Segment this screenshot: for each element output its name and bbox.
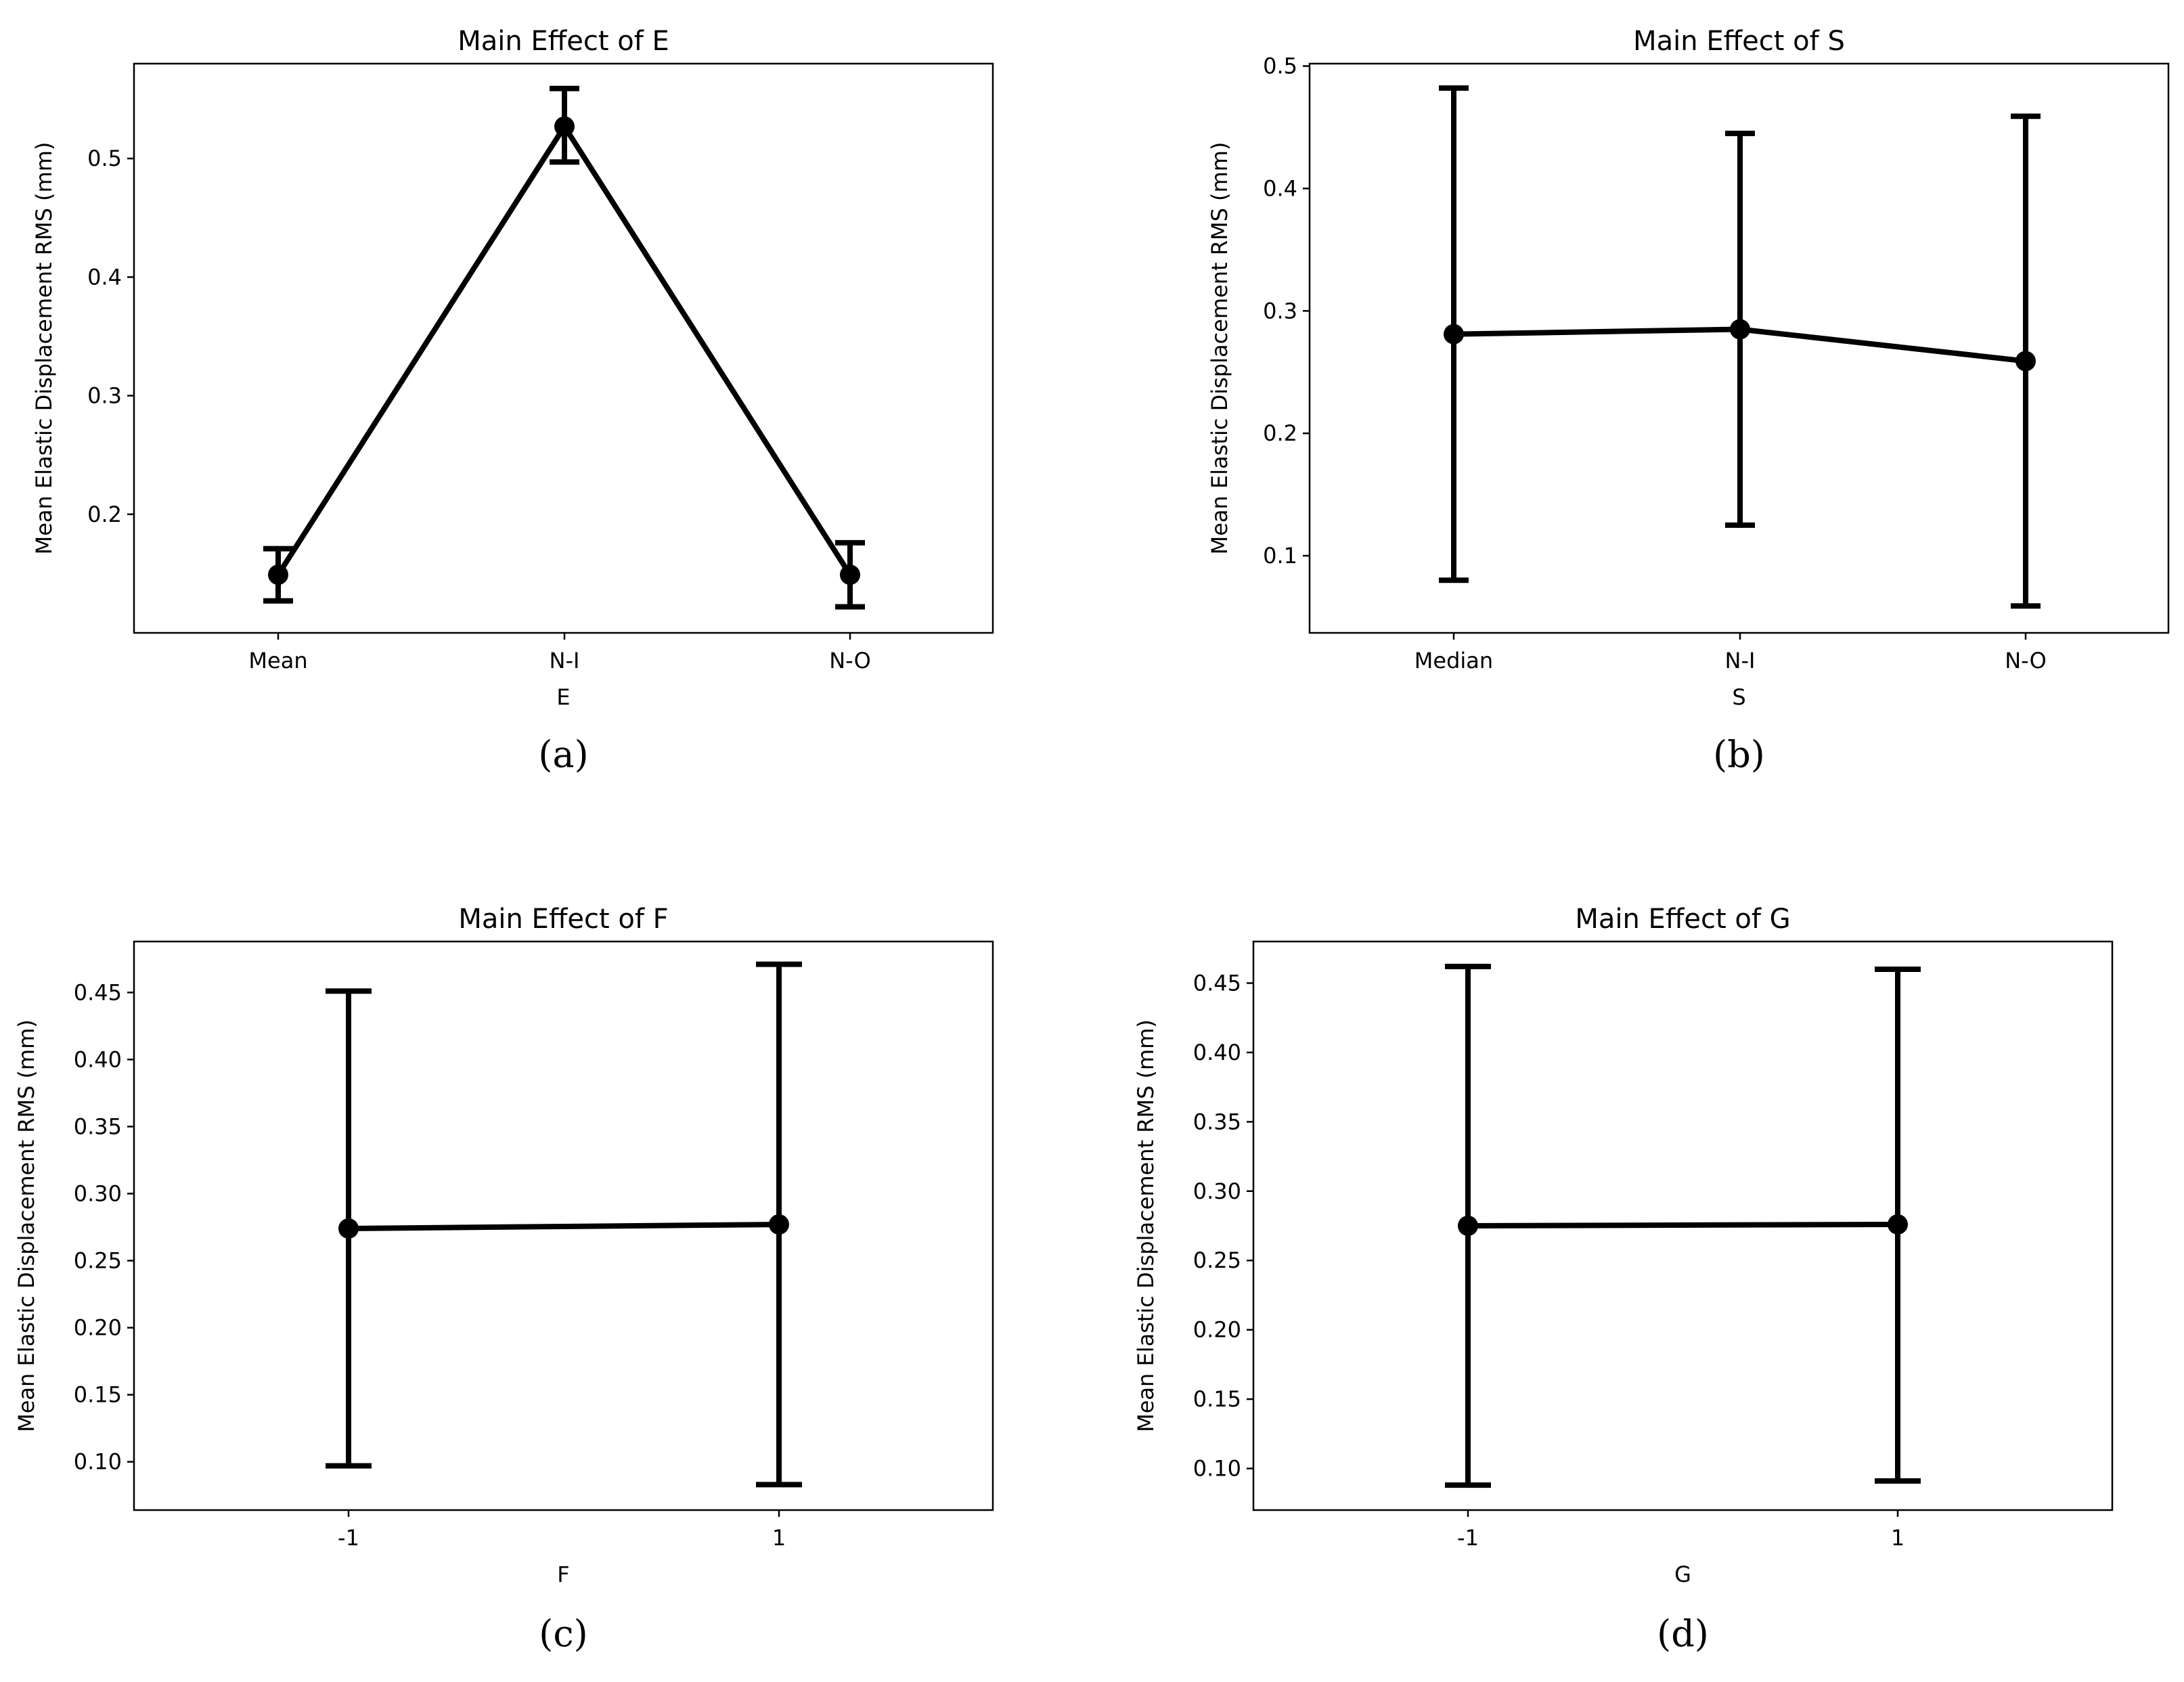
- axes-frame: [133, 62, 994, 634]
- chart-title: Main Effect of G: [1575, 904, 1790, 935]
- axes-frame: [1308, 62, 2170, 634]
- y-tick-label: 0.5: [1263, 53, 1297, 79]
- y-tick-label: 0.15: [1193, 1386, 1241, 1412]
- y-tick-label: 0.35: [74, 1113, 122, 1139]
- y-tick-label: 0.25: [1193, 1247, 1241, 1273]
- subplot-2: 0.1 0.2 0.3 0.4 0.5 Median N-I N-O Main Effect o…: [1207, 26, 2170, 776]
- chart-title: Main Effect of S: [1633, 26, 1845, 57]
- subplot-caption: (b): [1713, 733, 1765, 776]
- data-point: [1888, 1214, 1908, 1235]
- y-tick-label: 0.40: [74, 1046, 122, 1072]
- data-point: [1458, 1216, 1478, 1236]
- x-axis-label: S: [1732, 684, 1745, 710]
- y-tick-label: 0.20: [74, 1315, 122, 1341]
- subplot-3: 0.10 0.15 0.20 0.25 0.30 0.35 0.40 0.45 -1 1 Main …: [14, 904, 994, 1655]
- data-point: [769, 1214, 789, 1235]
- data-point: [1444, 324, 1464, 345]
- y-tick-label: 0.4: [1263, 175, 1297, 201]
- data-point: [338, 1218, 359, 1239]
- y-tick-label: 0.2: [87, 502, 122, 527]
- x-tick-label: N-I: [550, 648, 580, 673]
- data-point: [1730, 319, 1750, 340]
- x-tick-label: N-O: [2005, 648, 2047, 673]
- x-tick-label: N-O: [829, 648, 871, 673]
- x-tick-label: 1: [1891, 1525, 1904, 1551]
- series-line: [348, 1222, 780, 1231]
- y-tick-label: 0.45: [74, 979, 122, 1005]
- y-tick-label: 0.40: [1193, 1040, 1241, 1065]
- data-point: [554, 116, 575, 137]
- y-axis-label: Mean Elastic Displacement RMS (mm): [14, 1019, 39, 1432]
- y-tick-label: 0.4: [87, 264, 122, 290]
- x-tick-label: -1: [338, 1525, 359, 1551]
- subplot-caption: (d): [1657, 1612, 1709, 1655]
- data-point: [840, 565, 860, 585]
- x-axis-label: G: [1674, 1562, 1691, 1587]
- x-tick-label: 1: [772, 1525, 786, 1551]
- axes-frame: [133, 940, 994, 1511]
- y-axis-label: Mean Elastic Displacement RMS (mm): [1207, 142, 1232, 555]
- y-tick-label: 0.20: [1193, 1317, 1241, 1343]
- chart-title: Main Effect of E: [458, 26, 669, 57]
- data-point: [2015, 351, 2036, 372]
- x-axis-label: F: [557, 1562, 569, 1587]
- y-tick-label: 0.2: [1263, 420, 1297, 446]
- x-axis-label: E: [556, 684, 570, 710]
- x-tick-label: Mean: [248, 648, 307, 673]
- y-tick-label: 0.5: [87, 146, 122, 171]
- axes-frame: [1252, 940, 2114, 1511]
- data-point: [268, 565, 288, 585]
- subplot-1: 0.2 0.3 0.4 0.5 Mean N-I N-O Main Effect of E E M…: [31, 26, 994, 776]
- y-tick-label: 0.30: [74, 1180, 122, 1206]
- x-tick-label: -1: [1457, 1525, 1479, 1551]
- subplot-caption: (a): [538, 733, 588, 776]
- subplot-caption: (c): [539, 1612, 587, 1655]
- y-axis-label: Mean Elastic Displacement RMS (mm): [31, 142, 57, 555]
- y-tick-label: 0.3: [87, 383, 122, 409]
- y-tick-label: 0.25: [74, 1248, 122, 1274]
- series-line: [1467, 1221, 1898, 1229]
- x-tick-label: Median: [1414, 648, 1493, 673]
- chart-title: Main Effect of F: [458, 904, 668, 935]
- y-axis-label: Mean Elastic Displacement RMS (mm): [1133, 1019, 1159, 1432]
- y-tick-label: 0.1: [1263, 543, 1297, 569]
- y-tick-label: 0.3: [1263, 298, 1297, 324]
- y-tick-label: 0.15: [74, 1382, 122, 1408]
- x-tick-label: N-I: [1725, 648, 1756, 673]
- y-tick-label: 0.10: [1193, 1456, 1241, 1482]
- series-line: [275, 123, 853, 577]
- y-tick-label: 0.30: [1193, 1178, 1241, 1204]
- subplot-4: 0.10 0.15 0.20 0.25 0.30 0.35 0.40 0.45 -1 1 Main …: [1133, 904, 2114, 1655]
- y-tick-label: 0.35: [1193, 1109, 1241, 1134]
- y-tick-label: 0.10: [74, 1449, 122, 1475]
- y-tick-label: 0.45: [1193, 970, 1241, 996]
